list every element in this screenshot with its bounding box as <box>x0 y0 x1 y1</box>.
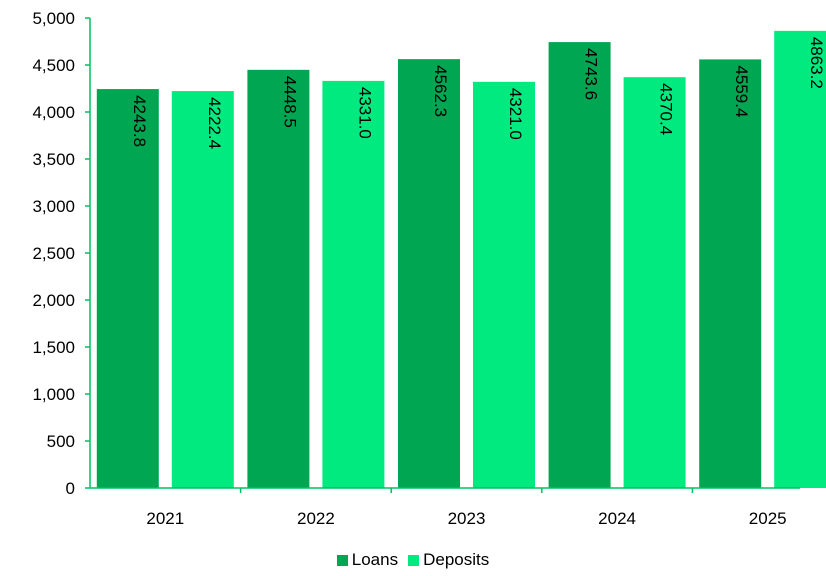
y-tick-label: 0 <box>66 479 75 498</box>
data-label: 4559.4 <box>732 65 751 117</box>
y-tick-label: 500 <box>47 432 75 451</box>
legend-label-loans: Loans <box>351 550 399 569</box>
y-tick-label: 1,500 <box>32 338 75 357</box>
bar-loans-2022 <box>247 69 310 488</box>
y-tick-label: 2,500 <box>32 244 75 263</box>
bar-loans-2025 <box>699 59 762 488</box>
x-tick-label: 2022 <box>297 509 335 528</box>
y-tick-label: 3,500 <box>32 150 75 169</box>
x-tick-label: 2025 <box>749 509 787 528</box>
data-label: 4243.8 <box>130 95 149 147</box>
bar-loans-2024 <box>548 42 611 489</box>
y-axis: 0 500 1,000 1,500 2,000 2,500 3,000 3,500 4,000 4… <box>32 9 91 498</box>
data-label: 4321.0 <box>506 88 525 140</box>
bar-loans-2023 <box>398 59 460 488</box>
legend-item-deposits: Deposits <box>408 550 489 570</box>
bar-deposits-2021 <box>171 91 234 489</box>
bars-group <box>96 30 826 489</box>
bar-deposits-2025 <box>774 30 826 489</box>
data-label: 4562.3 <box>431 65 450 117</box>
legend-swatch-deposits <box>408 554 420 566</box>
bar-deposits-2023 <box>473 81 535 489</box>
y-tick-label: 4,000 <box>32 103 75 122</box>
data-label: 4863.2 <box>807 37 826 89</box>
y-tick-label: 1,000 <box>32 385 75 404</box>
y-tick-label: 4,500 <box>32 56 75 75</box>
bar-loans-2021 <box>96 89 159 489</box>
bar-deposits-2024 <box>623 77 686 488</box>
data-label: 4222.4 <box>205 97 224 149</box>
x-tick-label: 2024 <box>598 509 636 528</box>
bar-deposits-2022 <box>322 80 385 489</box>
data-labels-group: 4243.8 4222.4 4448.5 4331.0 4562.3 4321.0 4743… <box>130 37 826 149</box>
legend-item-loans: Loans <box>336 550 399 570</box>
data-label: 4448.5 <box>280 76 299 128</box>
y-tick-label: 5,000 <box>32 9 75 28</box>
y-tick-label: 3,000 <box>32 197 75 216</box>
legend-label-deposits: Deposits <box>423 550 490 569</box>
legend: Loans Deposits <box>0 550 826 570</box>
x-axis: 2021 2022 2023 2024 2025 <box>90 487 800 528</box>
data-label: 4370.4 <box>657 83 676 135</box>
legend-swatch-loans <box>336 554 348 566</box>
data-label: 4743.6 <box>582 48 601 100</box>
data-label: 4331.0 <box>355 87 374 139</box>
x-tick-label: 2021 <box>146 509 184 528</box>
y-tick-label: 2,000 <box>32 291 75 310</box>
x-tick-label: 2023 <box>448 509 486 528</box>
